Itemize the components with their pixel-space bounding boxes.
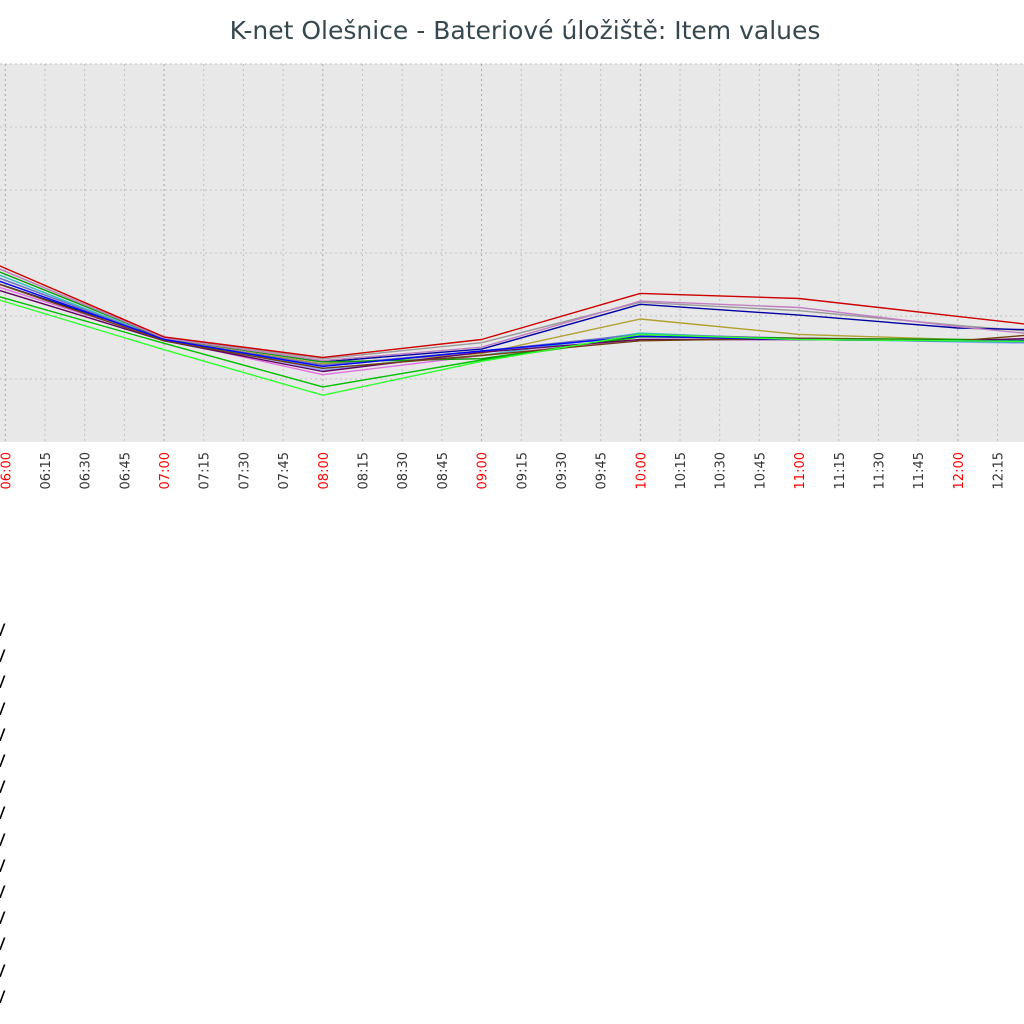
legend-item-13: V bbox=[0, 932, 6, 958]
x-tick-label: 08:00 bbox=[317, 452, 332, 489]
x-tick-label: 11:45 bbox=[912, 452, 927, 489]
x-tick-label: 07:15 bbox=[198, 452, 213, 489]
legend-item-7: V bbox=[0, 775, 6, 801]
x-tick-label: 07:00 bbox=[158, 452, 173, 489]
x-tick-label: 08:30 bbox=[396, 452, 411, 489]
x-tick-label: 07:30 bbox=[237, 452, 252, 489]
x-tick-label: 06:15 bbox=[39, 452, 54, 489]
x-tick-label: 06:00 bbox=[0, 452, 14, 489]
x-tick-label: 09:15 bbox=[515, 452, 530, 489]
x-tick-label: 08:15 bbox=[357, 452, 372, 489]
x-axis-ticks: 06:00 06:15 06:30 06:45 07:00 07:15 07:30 07:45… bbox=[0, 452, 1007, 489]
legend-item-2: V bbox=[0, 644, 6, 670]
x-tick-label: 12:15 bbox=[992, 452, 1007, 489]
legend-item-11: V bbox=[0, 880, 6, 906]
legend-item-14: V bbox=[0, 959, 6, 985]
chart-title: K-net Olešnice - Bateriové úložiště: Ite… bbox=[229, 16, 821, 45]
legend-item-5: V bbox=[0, 723, 6, 749]
series-line-10 bbox=[0, 268, 1024, 362]
legend-item-4: V bbox=[0, 697, 6, 723]
x-tick-label: 09:45 bbox=[595, 452, 610, 489]
x-tick-label: 11:00 bbox=[793, 452, 808, 489]
legend-item-15: V bbox=[0, 985, 6, 1011]
x-tick-label: 09:30 bbox=[555, 452, 570, 489]
series-line-15 bbox=[0, 265, 1024, 359]
x-tick-label: 06:30 bbox=[79, 452, 94, 489]
line-chart: 06:00 06:15 06:30 06:45 07:00 07:15 07:30 07:45… bbox=[0, 63, 1024, 489]
x-tick-label: 10:00 bbox=[634, 452, 649, 489]
grid-lines bbox=[0, 63, 1024, 442]
legend: VVVVVVVVVVVVVVV bbox=[0, 618, 6, 1011]
x-tick-label: 10:30 bbox=[714, 452, 729, 489]
series-lines bbox=[0, 265, 1024, 396]
legend-item-10: V bbox=[0, 854, 6, 880]
x-tick-label: 06:45 bbox=[118, 452, 133, 489]
legend-item-8: V bbox=[0, 801, 6, 827]
legend-item-6: V bbox=[0, 749, 6, 775]
x-tick-label: 07:45 bbox=[277, 452, 292, 489]
x-tick-label: 10:45 bbox=[753, 452, 768, 489]
legend-item-12: V bbox=[0, 906, 6, 932]
x-tick-label: 11:15 bbox=[833, 452, 848, 489]
x-tick-label: 09:00 bbox=[476, 452, 491, 489]
legend-item-1: V bbox=[0, 618, 6, 644]
series-line-14 bbox=[0, 299, 1024, 396]
legend-item-9: V bbox=[0, 828, 6, 854]
x-tick-label: 12:00 bbox=[952, 452, 967, 489]
x-tick-label: 10:15 bbox=[674, 452, 689, 489]
x-tick-label: 08:45 bbox=[436, 452, 451, 489]
x-tick-label: 11:30 bbox=[872, 452, 887, 489]
legend-item-3: V bbox=[0, 670, 6, 696]
